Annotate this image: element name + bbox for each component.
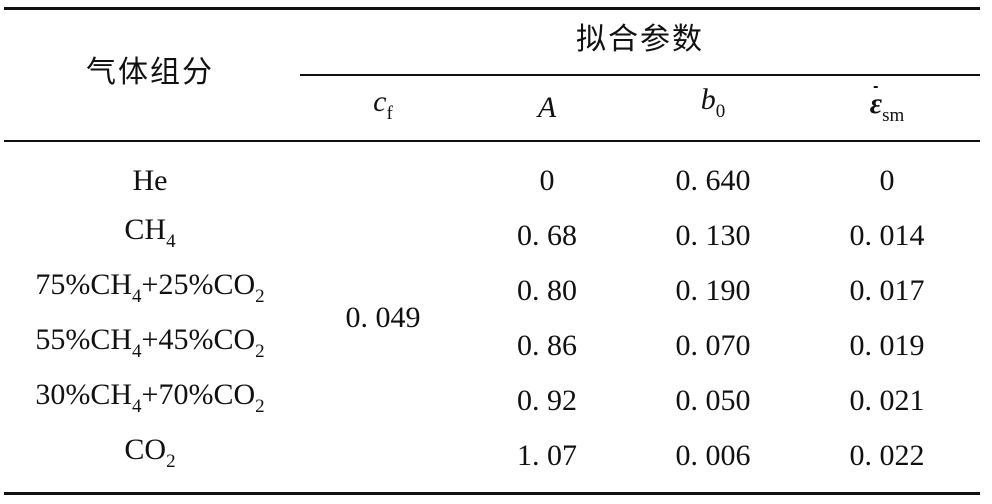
row-2-component-part: 75%CH <box>35 268 133 301</box>
cf-value: 0. 049 <box>345 301 421 334</box>
bottom-rule <box>4 492 980 495</box>
row-2-a: 0. 80 <box>517 274 577 307</box>
row-0-a: 0 <box>539 164 555 197</box>
row-3-eps: 0. 019 <box>849 329 925 362</box>
row-4-component-part: 2 <box>255 396 265 417</box>
header-col-eps-main: ε <box>870 84 882 124</box>
row-3-component-part: +45%CO <box>141 323 256 356</box>
header-col-b0-main: b <box>700 83 716 116</box>
row-1-eps: 0. 014 <box>849 219 925 252</box>
row-5-component-part: 2 <box>166 451 176 472</box>
row-3-component-part: 55%CH <box>35 323 133 356</box>
header-component: 气体组分 <box>86 55 214 90</box>
header-col-b0-sub: 0 <box>715 101 726 122</box>
header-col-cf-sub: f <box>386 103 393 124</box>
row-0-component-part: He <box>132 164 168 197</box>
row-3-component-part: 4 <box>132 341 142 362</box>
row-5-b0: 0. 006 <box>675 439 751 472</box>
row-3-b0: 0. 070 <box>675 329 751 362</box>
header-col-eps: εsm <box>870 84 905 136</box>
row-1-b0: 0. 130 <box>675 219 751 252</box>
row-1-a: 0. 68 <box>517 219 577 252</box>
row-5-component: CO2 <box>124 430 175 482</box>
row-3-component-part: 2 <box>255 341 265 362</box>
row-2-b0: 0. 190 <box>675 274 751 307</box>
header-col-b0: b0 <box>701 80 726 132</box>
group-rule <box>300 74 980 76</box>
header-bottom-rule <box>4 140 980 142</box>
header-col-eps-sub: sm <box>882 105 905 126</box>
row-2-component: 75%CH4+25%CO2 <box>35 265 264 317</box>
row-3-a: 0. 86 <box>517 329 577 362</box>
header-col-a-main: A <box>537 91 557 124</box>
row-4-eps: 0. 021 <box>849 384 925 417</box>
row-4-b0: 0. 050 <box>675 384 751 417</box>
row-4-component: 30%CH4+70%CO2 <box>35 375 264 427</box>
row-5-a: 1. 07 <box>517 439 577 472</box>
header-col-a: A <box>538 88 556 128</box>
row-5-component-part: CO <box>124 433 167 466</box>
row-3-component: 55%CH4+45%CO2 <box>35 320 264 372</box>
row-4-a: 0. 92 <box>517 384 577 417</box>
row-4-component-part: 4 <box>132 396 142 417</box>
header-group: 拟合参数 <box>576 22 704 57</box>
row-2-component-part: +25%CO <box>141 268 256 301</box>
row-1-component-part: CH <box>124 213 167 246</box>
row-4-component-part: 30%CH <box>35 378 133 411</box>
header-col-cf-main: c <box>373 85 387 118</box>
header-col-cf: cf <box>373 82 393 134</box>
row-2-component-part: 4 <box>132 286 142 307</box>
row-5-eps: 0. 022 <box>849 439 925 472</box>
row-0-b0: 0. 640 <box>675 164 751 197</box>
row-2-component-part: 2 <box>255 286 265 307</box>
row-0-component: He <box>133 161 168 201</box>
row-1-component-part: 4 <box>166 231 176 252</box>
row-4-component-part: +70%CO <box>141 378 256 411</box>
row-1-component: CH4 <box>124 210 175 262</box>
row-2-eps: 0. 017 <box>849 274 925 307</box>
row-0-eps: 0 <box>879 164 895 197</box>
top-rule <box>4 7 980 10</box>
